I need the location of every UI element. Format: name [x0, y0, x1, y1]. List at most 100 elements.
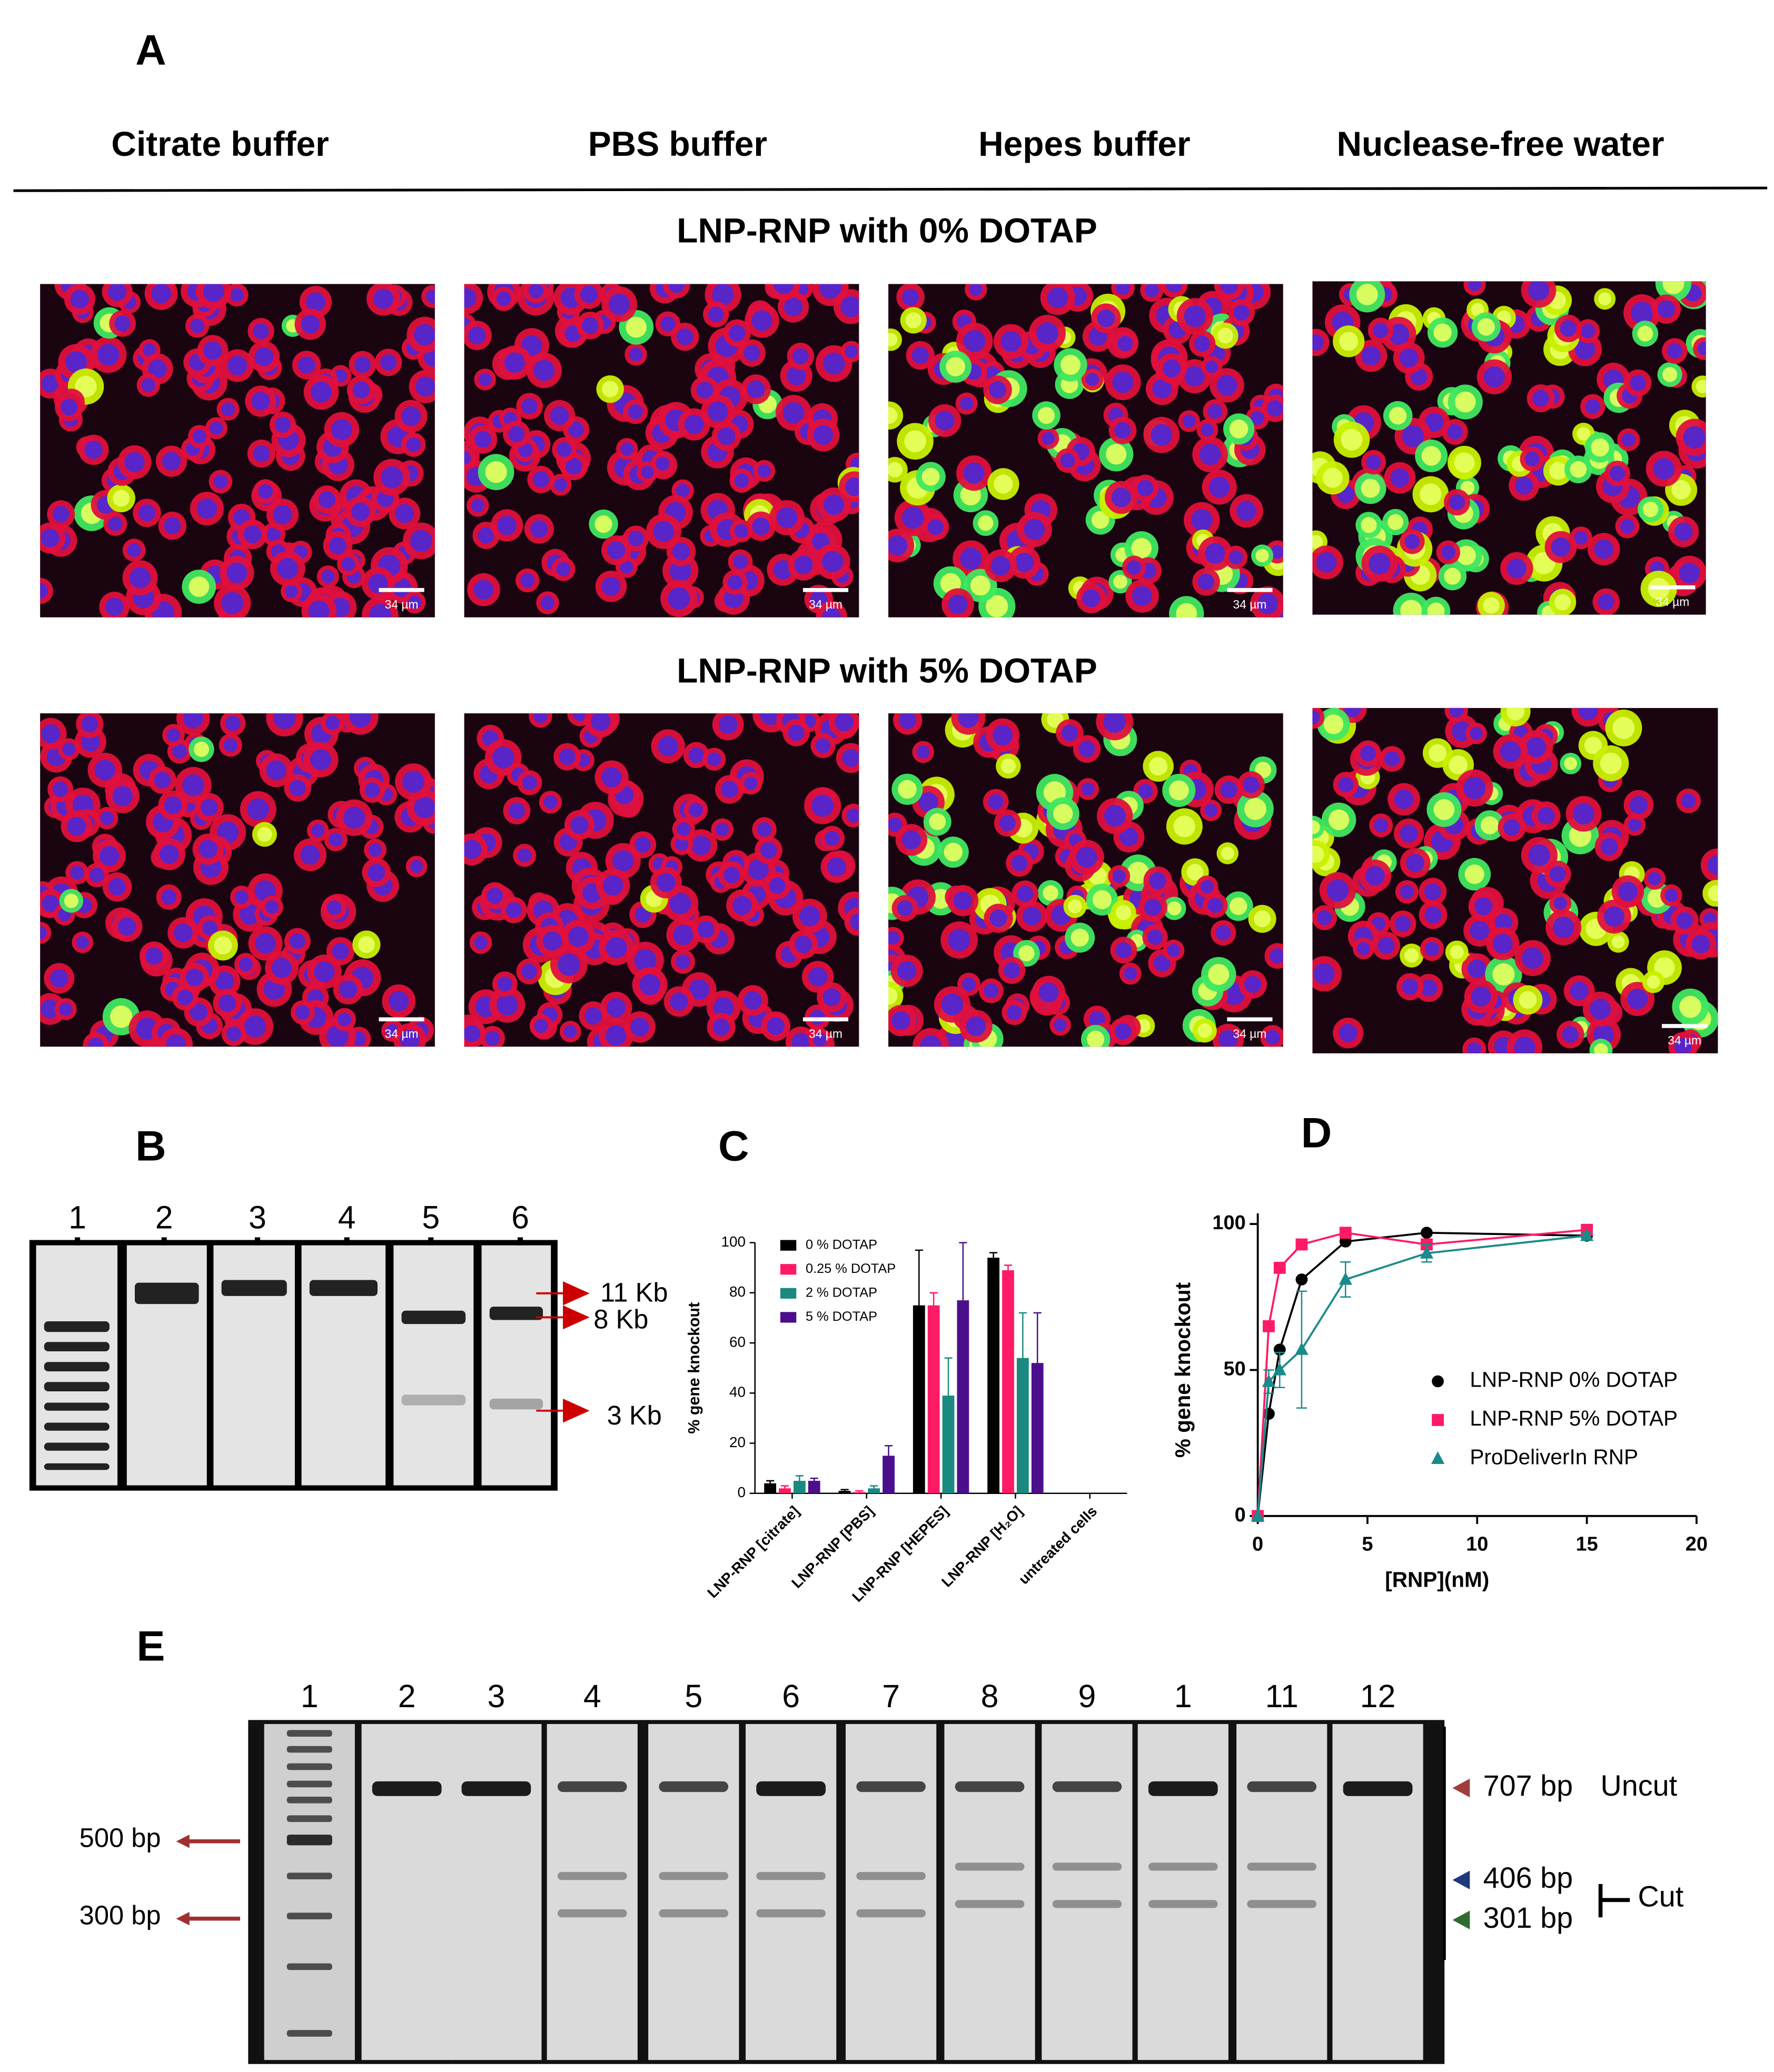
nucleus: [474, 431, 492, 448]
nucleus: [166, 1034, 186, 1047]
nucleus: [1471, 986, 1491, 1007]
nucleus: [1132, 586, 1153, 606]
nucleus: [757, 464, 771, 477]
nucleus: [1344, 708, 1361, 718]
nucleus: [1244, 975, 1262, 993]
lane-label: 1: [68, 1200, 86, 1236]
nucleus: [88, 1037, 104, 1047]
nucleus: [1218, 1030, 1238, 1047]
scale-bar: [802, 1017, 849, 1022]
lane-label: 8: [981, 1678, 999, 1714]
nucleus: [747, 380, 765, 399]
nucleus: [1061, 724, 1078, 741]
nucleus: [568, 926, 589, 947]
nucleus: [927, 519, 944, 535]
gel-band: [955, 1900, 1025, 1908]
nucleus: [473, 580, 494, 600]
cells: [888, 713, 1283, 1047]
nucleus: [634, 949, 657, 972]
nucleus: [1060, 453, 1075, 468]
gel-lane: [845, 1724, 937, 2060]
nucleus: [963, 462, 985, 484]
nucleus: [744, 991, 762, 1010]
nucleus: [508, 426, 525, 443]
y-axis-label: % gene knockout: [685, 1302, 703, 1434]
nucleus: [508, 802, 525, 819]
nucleus: [1394, 915, 1411, 932]
nucleus: [677, 822, 691, 836]
nucleus: [67, 816, 86, 836]
nucleus: [1524, 451, 1540, 466]
gel-band: [401, 1394, 466, 1406]
nucleus: [1708, 885, 1718, 902]
nucleus: [329, 832, 343, 847]
nucleus: [672, 543, 690, 561]
error-bar: [1004, 1264, 1013, 1270]
nucleus: [517, 848, 532, 862]
nucleus: [1612, 716, 1635, 739]
band-label: 406 bp: [1483, 1861, 1573, 1894]
nucleus: [1570, 981, 1589, 1000]
nucleus: [1184, 305, 1206, 327]
nucleus: [948, 594, 968, 614]
nucleus: [301, 314, 320, 334]
nucleus: [969, 284, 983, 296]
nucleus: [684, 414, 704, 434]
nucleus: [464, 1025, 481, 1042]
nucleus: [1676, 912, 1693, 929]
nucleus: [984, 983, 999, 999]
panel-label: A: [135, 27, 166, 74]
nucleus: [1647, 975, 1660, 989]
x-tick-label: 0: [1252, 1533, 1263, 1556]
nucleus: [226, 1026, 242, 1041]
nucleus: [676, 484, 690, 497]
nucleus: [1197, 1023, 1212, 1038]
gel-band: [1247, 1781, 1317, 1792]
nucleus: [568, 421, 584, 437]
nucleus: [734, 473, 749, 488]
error-bar: [795, 1475, 804, 1481]
arrow-head: [563, 1305, 590, 1330]
nucleus: [707, 752, 721, 766]
nucleus: [1339, 332, 1359, 351]
bar: [868, 1488, 880, 1493]
nucleus: [223, 738, 238, 752]
nucleus: [729, 325, 746, 342]
gel-band: [659, 1909, 729, 1918]
nucleus: [1106, 444, 1127, 465]
nucleus: [1577, 427, 1591, 441]
nucleus: [59, 1002, 73, 1016]
legend-label: ProDeliverIn RNP: [1470, 1445, 1638, 1469]
nucleus: [1208, 964, 1230, 985]
nucleus: [70, 290, 90, 308]
nucleus: [266, 760, 286, 781]
nucleus: [70, 865, 84, 880]
nucleus: [1166, 284, 1183, 293]
nucleus: [254, 347, 274, 366]
nucleus: [183, 713, 203, 729]
nucleus: [1598, 593, 1614, 610]
x-tick-label: 15: [1575, 1533, 1598, 1556]
nucleus: [639, 974, 661, 995]
nucleus: [734, 524, 748, 538]
nucleus: [760, 842, 777, 859]
nucleus: [41, 374, 60, 393]
nucleus: [626, 317, 647, 338]
gel-band: [309, 1280, 378, 1296]
gel-lane: [1137, 1724, 1228, 2060]
nucleus: [990, 556, 1010, 576]
nucleus: [1681, 793, 1696, 809]
nucleus: [911, 346, 929, 364]
band-marker: [1452, 1778, 1470, 1798]
nucleus: [656, 873, 676, 892]
scale-bar-label: 34 µm: [809, 1027, 843, 1040]
nucleus: [591, 713, 611, 731]
nucleus: [540, 596, 555, 610]
nucleus: [1450, 945, 1464, 959]
y-tick-label: 0: [1235, 1504, 1246, 1526]
point: [1432, 1414, 1444, 1426]
nucleus: [1000, 758, 1016, 774]
nucleus: [145, 947, 163, 965]
nucleus: [1176, 603, 1197, 617]
